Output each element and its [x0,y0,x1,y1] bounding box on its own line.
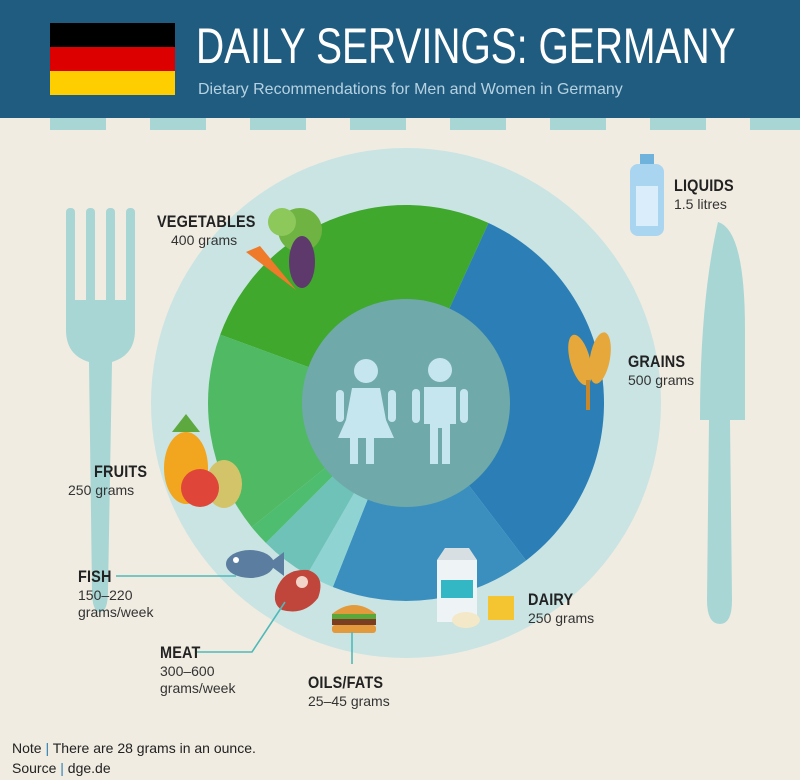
scallop-tab [150,118,206,130]
plate-center [302,299,510,507]
label-liquids: LIQUIDS 1.5 litres [674,176,744,213]
label-grains-value: 500 grams [628,372,695,388]
label-oils-title: OILS/FATS [308,673,384,692]
label-fish-value-2: grams/week [78,604,154,620]
source-label: Source [12,760,57,776]
label-meat-value-1: 300–600 [160,663,215,679]
scallop-tab [450,118,506,130]
label-meat: MEAT 300–600 grams/week [160,643,235,697]
fork-icon [66,208,135,612]
footer-notes: Note | There are 28 grams in an ounce. S… [12,738,256,778]
grains-icon [568,332,611,410]
label-fish-title: FISH [78,567,112,586]
scallop-tab [250,118,306,130]
label-liquids-title: LIQUIDS [674,176,734,195]
note-label: Note [12,740,42,756]
woman-icon [336,359,396,464]
label-vegetables-value: 400 grams [171,232,238,248]
label-fruits-title: FRUITS [94,462,148,481]
label-fruits: FRUITS 250 grams [68,462,157,499]
scallop-tab [350,118,406,130]
page-title: DAILY SERVINGS: GERMANY [196,18,736,74]
flag-stripe-gold [50,71,175,95]
fish-icon [226,550,284,578]
label-grains: GRAINS 500 grams [628,352,695,389]
label-dairy: DAIRY 250 grams [528,590,594,627]
label-grains-title: GRAINS [628,352,686,371]
burger-icon [332,605,376,633]
source-line: Source | dge.de [12,758,256,778]
label-fish-value-1: 150–220 [78,587,133,603]
note-line: Note | There are 28 grams in an ounce. [12,738,256,758]
label-oils: OILS/FATS 25–45 grams [308,673,396,710]
label-meat-value-2: grams/week [160,680,236,696]
flag-stripe-black [50,23,175,47]
leader-lines [116,575,353,664]
label-vegetables: VEGETABLES 400 grams [157,212,273,249]
meat-icon [274,569,321,612]
label-dairy-value: 250 grams [528,610,595,626]
flag-stripe-red [50,47,175,71]
knife-icon [700,222,745,624]
header-banner: DAILY SERVINGS: GERMANY Dietary Recommen… [0,0,800,118]
separator: | [60,760,64,776]
dairy-icon [437,548,514,628]
scallop-tab [750,118,800,130]
scallop-tab [550,118,606,130]
label-vegetables-title: VEGETABLES [157,212,256,231]
scallop-tab [50,118,106,130]
germany-flag-icon [50,23,175,95]
label-liquids-value: 1.5 litres [674,196,727,212]
label-fruits-value: 250 grams [68,482,135,498]
label-meat-title: MEAT [160,643,201,662]
vegetables-icon [246,208,322,290]
separator: | [45,740,50,756]
scallop-tab [650,118,706,130]
man-icon [412,358,468,464]
meat-leader-line [197,601,286,653]
label-oils-value: 25–45 grams [308,693,390,709]
label-dairy-title: DAIRY [528,590,574,609]
note-text: There are 28 grams in an ounce. [52,740,256,756]
source-text: dge.de [67,760,111,776]
page-subtitle: Dietary Recommendations for Men and Wome… [198,81,623,98]
header-scallop-border [0,118,800,130]
water-bottle-icon [630,154,664,236]
label-fish: FISH 150–220 grams/week [78,567,153,621]
fruits-icon [164,414,242,508]
